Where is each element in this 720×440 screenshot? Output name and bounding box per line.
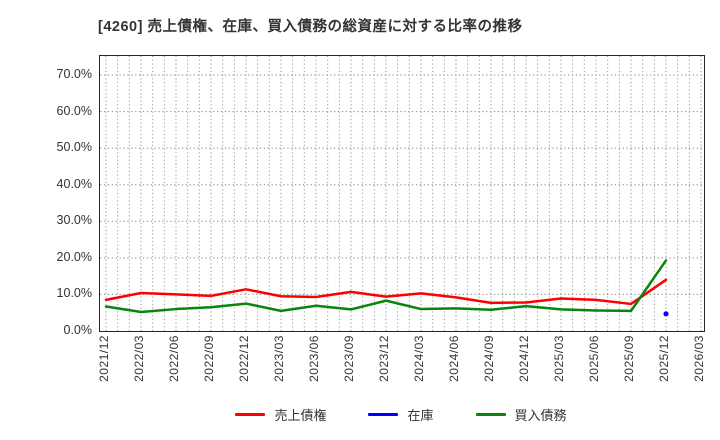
blue-line-icon bbox=[368, 412, 399, 416]
legend-label-inventory: 在庫 bbox=[407, 407, 434, 423]
y-axis-label: 50.0% bbox=[56, 140, 92, 155]
series-line-payables bbox=[104, 259, 668, 314]
x-axis-label: 2024/03 bbox=[412, 335, 426, 382]
data-line bbox=[104, 278, 668, 306]
x-axis-label: 2025/09 bbox=[622, 335, 636, 382]
legend-item-sales-receivables: 売上債権 bbox=[235, 405, 326, 424]
x-axis-label: 2024/12 bbox=[517, 335, 531, 382]
y-axis-label: 60.0% bbox=[56, 103, 92, 118]
red-line-icon bbox=[235, 412, 266, 416]
data-point bbox=[663, 311, 669, 317]
x-axis-label: 2023/12 bbox=[377, 335, 391, 382]
data-line bbox=[104, 259, 668, 314]
green-line-icon bbox=[475, 412, 506, 416]
y-axis-label: 40.0% bbox=[56, 176, 92, 191]
x-axis-label: 2023/03 bbox=[272, 335, 286, 382]
x-axis-label: 2021/12 bbox=[97, 335, 111, 382]
x-axis-label: 2024/06 bbox=[447, 335, 461, 382]
x-axis-label: 2022/09 bbox=[202, 335, 216, 382]
legend-item-payables: 買入債務 bbox=[475, 405, 567, 424]
x-axis-label: 2023/09 bbox=[342, 335, 356, 382]
x-axis-label: 2022/12 bbox=[237, 335, 251, 382]
x-axis-label: 2022/06 bbox=[167, 335, 181, 382]
plot-area bbox=[99, 55, 705, 332]
grid-layer bbox=[100, 56, 704, 331]
chart-canvas bbox=[100, 56, 704, 331]
legend-label-payables: 買入債務 bbox=[514, 407, 567, 423]
y-axis-label: 0.0% bbox=[63, 323, 93, 337]
x-axis-label: 2025/06 bbox=[587, 335, 601, 382]
series-point-inventory bbox=[663, 311, 669, 317]
series-line-sales-receivables bbox=[104, 278, 668, 306]
legend-label-sales-receivables: 売上債権 bbox=[274, 407, 327, 423]
y-axis-label: 20.0% bbox=[56, 249, 92, 264]
x-axis-label: 2023/06 bbox=[307, 335, 321, 382]
page-title: [4260] 売上債権、在庫、買入債務の総資産に対する比率の推移 bbox=[98, 19, 523, 35]
x-axis-label: 2022/03 bbox=[132, 335, 146, 382]
y-axis-label: 10.0% bbox=[56, 286, 92, 301]
x-axis-label: 2026/03 bbox=[692, 335, 706, 382]
x-axis-label: 2024/09 bbox=[482, 335, 496, 382]
legend-item-inventory: 在庫 bbox=[368, 405, 434, 424]
y-axis-label: 30.0% bbox=[56, 213, 92, 228]
y-axis-label: 70.0% bbox=[56, 67, 92, 81]
x-axis-label: 2025/03 bbox=[552, 335, 566, 382]
legend: 売上債権 在庫 買入債務 bbox=[99, 402, 703, 426]
x-axis-label: 2025/12 bbox=[657, 335, 671, 382]
